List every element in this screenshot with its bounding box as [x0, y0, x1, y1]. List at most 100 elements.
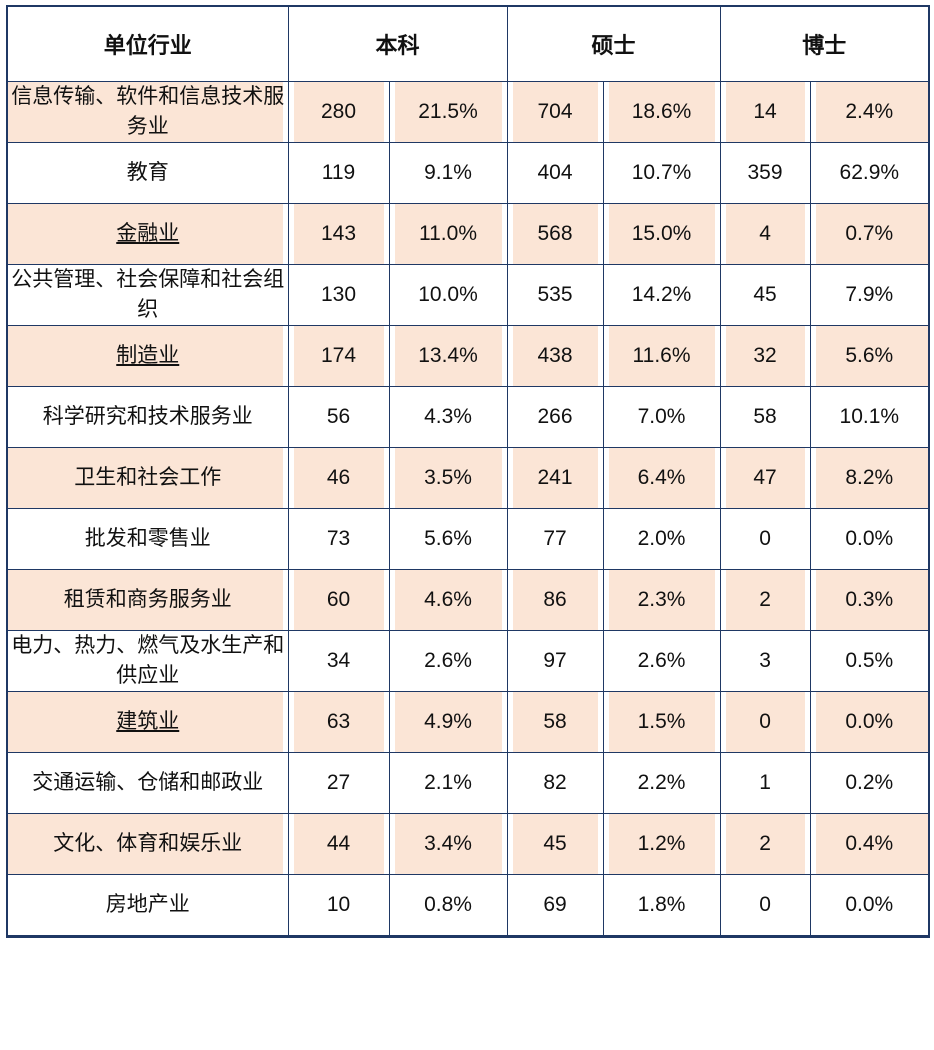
value-cell: 2.6% [602, 630, 721, 692]
industry-name: 卫生和社会工作 [74, 466, 222, 489]
value-cell: 27 [287, 752, 390, 814]
value-cell: 60 [287, 569, 390, 631]
table-row: 房地产业 10 0.8% 69 1.8% 0 0.0% [6, 874, 930, 937]
table-row: 交通运输、仓储和邮政业 27 2.1% 82 2.2% 1 0.2% [6, 752, 930, 814]
table-row: 制造业 174 13.4% 438 11.6% 32 5.6% [6, 325, 930, 387]
page: 单位行业 本科 硕士 博士 信息传输、软件和信息技术服务业 280 21.5% … [6, 5, 931, 938]
value-cell: 7.0% [602, 386, 721, 448]
value-cell: 69 [506, 874, 604, 937]
value-cell: 241 [506, 447, 604, 509]
table-row: 文化、体育和娱乐业 44 3.4% 45 1.2% 2 0.4% [6, 813, 930, 875]
value-cell: 45 [719, 264, 811, 326]
value-cell: 0.0% [809, 508, 930, 570]
value-cell: 21.5% [388, 81, 508, 143]
value-cell: 174 [287, 325, 390, 387]
industry-name: 文化、体育和娱乐业 [53, 832, 243, 855]
value-cell: 3.4% [388, 813, 508, 875]
table-row: 科学研究和技术服务业 56 4.3% 266 7.0% 58 10.1% [6, 386, 930, 448]
table-row: 电力、热力、燃气及水生产和供应业 34 2.6% 97 2.6% 3 0.5% [6, 630, 930, 692]
value-cell: 8.2% [809, 447, 930, 509]
value-cell: 0.4% [809, 813, 930, 875]
value-cell: 2.4% [809, 81, 930, 143]
value-cell: 119 [287, 142, 390, 204]
value-cell: 56 [287, 386, 390, 448]
industry-name: 交通运输、仓储和邮政业 [32, 771, 264, 794]
value-cell: 11.6% [602, 325, 721, 387]
value-cell: 0.5% [809, 630, 930, 692]
value-cell: 4 [719, 203, 811, 265]
value-cell: 5.6% [388, 508, 508, 570]
value-cell: 2 [719, 569, 811, 631]
value-cell: 9.1% [388, 142, 508, 204]
value-cell: 58 [506, 691, 604, 753]
value-cell: 4.3% [388, 386, 508, 448]
industry-name[interactable]: 建筑业 [116, 710, 180, 733]
value-cell: 2.0% [602, 508, 721, 570]
header-doctor: 博士 [719, 5, 930, 82]
value-cell: 6.4% [602, 447, 721, 509]
table-row: 教育 119 9.1% 404 10.7% 359 62.9% [6, 142, 930, 204]
table-row: 卫生和社会工作 46 3.5% 241 6.4% 47 8.2% [6, 447, 930, 509]
table-header-row: 单位行业 本科 硕士 博士 [6, 5, 930, 82]
value-cell: 2.2% [602, 752, 721, 814]
value-cell: 2.6% [388, 630, 508, 692]
value-cell: 704 [506, 81, 604, 143]
table-row: 建筑业 63 4.9% 58 1.5% 0 0.0% [6, 691, 930, 753]
value-cell: 130 [287, 264, 390, 326]
value-cell: 2.3% [602, 569, 721, 631]
value-cell: 535 [506, 264, 604, 326]
value-cell: 280 [287, 81, 390, 143]
header-master: 硕士 [506, 5, 721, 82]
value-cell: 0.0% [809, 874, 930, 937]
value-cell: 97 [506, 630, 604, 692]
header-industry: 单位行业 [6, 5, 289, 82]
value-cell: 45 [506, 813, 604, 875]
value-cell: 568 [506, 203, 604, 265]
value-cell: 0 [719, 691, 811, 753]
value-cell: 73 [287, 508, 390, 570]
employment-industry-table: 单位行业 本科 硕士 博士 信息传输、软件和信息技术服务业 280 21.5% … [6, 5, 931, 938]
industry-name: 公共管理、社会保障和社会组织 [11, 268, 285, 321]
value-cell: 10 [287, 874, 390, 937]
value-cell: 266 [506, 386, 604, 448]
value-cell: 15.0% [602, 203, 721, 265]
industry-name: 房地产业 [105, 893, 190, 916]
value-cell: 4.6% [388, 569, 508, 631]
industry-name[interactable]: 制造业 [116, 344, 180, 367]
value-cell: 2.1% [388, 752, 508, 814]
value-cell: 11.0% [388, 203, 508, 265]
value-cell: 5.6% [809, 325, 930, 387]
value-cell: 14 [719, 81, 811, 143]
value-cell: 1.2% [602, 813, 721, 875]
value-cell: 2 [719, 813, 811, 875]
industry-name[interactable]: 金融业 [116, 222, 180, 245]
value-cell: 86 [506, 569, 604, 631]
value-cell: 1.5% [602, 691, 721, 753]
value-cell: 46 [287, 447, 390, 509]
value-cell: 3 [719, 630, 811, 692]
value-cell: 4.9% [388, 691, 508, 753]
table-row: 批发和零售业 73 5.6% 77 2.0% 0 0.0% [6, 508, 930, 570]
value-cell: 14.2% [602, 264, 721, 326]
industry-name: 科学研究和技术服务业 [42, 405, 253, 428]
value-cell: 438 [506, 325, 604, 387]
value-cell: 13.4% [388, 325, 508, 387]
value-cell: 143 [287, 203, 390, 265]
table-row: 金融业 143 11.0% 568 15.0% 4 0.7% [6, 203, 930, 265]
value-cell: 34 [287, 630, 390, 692]
value-cell: 404 [506, 142, 604, 204]
value-cell: 44 [287, 813, 390, 875]
value-cell: 0.7% [809, 203, 930, 265]
value-cell: 3.5% [388, 447, 508, 509]
value-cell: 0.8% [388, 874, 508, 937]
value-cell: 0.2% [809, 752, 930, 814]
value-cell: 18.6% [602, 81, 721, 143]
table-row: 公共管理、社会保障和社会组织 130 10.0% 535 14.2% 45 7.… [6, 264, 930, 326]
value-cell: 47 [719, 447, 811, 509]
value-cell: 1 [719, 752, 811, 814]
industry-name: 信息传输、软件和信息技术服务业 [11, 85, 285, 138]
value-cell: 0.0% [809, 691, 930, 753]
table-body: 信息传输、软件和信息技术服务业 280 21.5% 704 18.6% 14 2… [6, 81, 930, 937]
value-cell: 82 [506, 752, 604, 814]
value-cell: 359 [719, 142, 811, 204]
